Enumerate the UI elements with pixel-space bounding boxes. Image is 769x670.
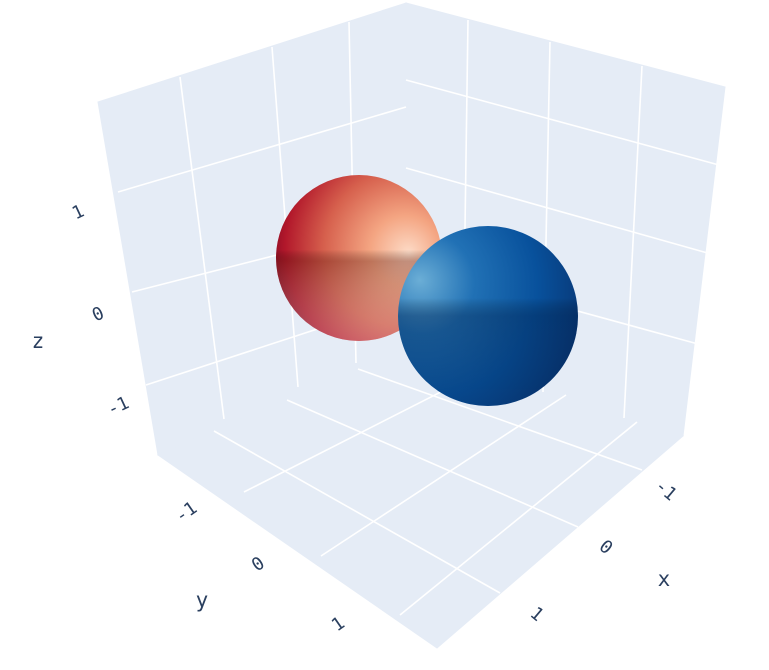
x-tick-label: -1 [651,475,681,505]
grid-line [117,106,407,193]
grid-line [320,394,567,557]
y-tick-label: 1 [328,613,349,636]
z-tick-label: 1 [69,201,88,225]
grid-line [623,65,643,419]
series-blue-sphere[interactable] [398,226,578,406]
grid-line [405,167,712,255]
x-tick-label: 1 [526,603,548,626]
z-axis-title: z [32,329,45,353]
grid-line [213,430,501,594]
floor [156,347,685,649]
grid-line [271,46,299,388]
grid-line [286,399,579,528]
grid-line [399,421,638,616]
blue-sphere-shading [398,226,578,406]
z-tick-label: 0 [89,303,108,327]
y-tick-label: 0 [248,553,269,576]
y-tick-label: -1 [171,498,201,528]
x-tick-label: 0 [595,536,617,559]
grid-line [357,368,643,471]
x-axis-title: x [658,567,671,591]
z-tick-label: -1 [104,392,133,420]
grid-line [405,79,720,166]
y-axis-title: y [196,588,209,612]
